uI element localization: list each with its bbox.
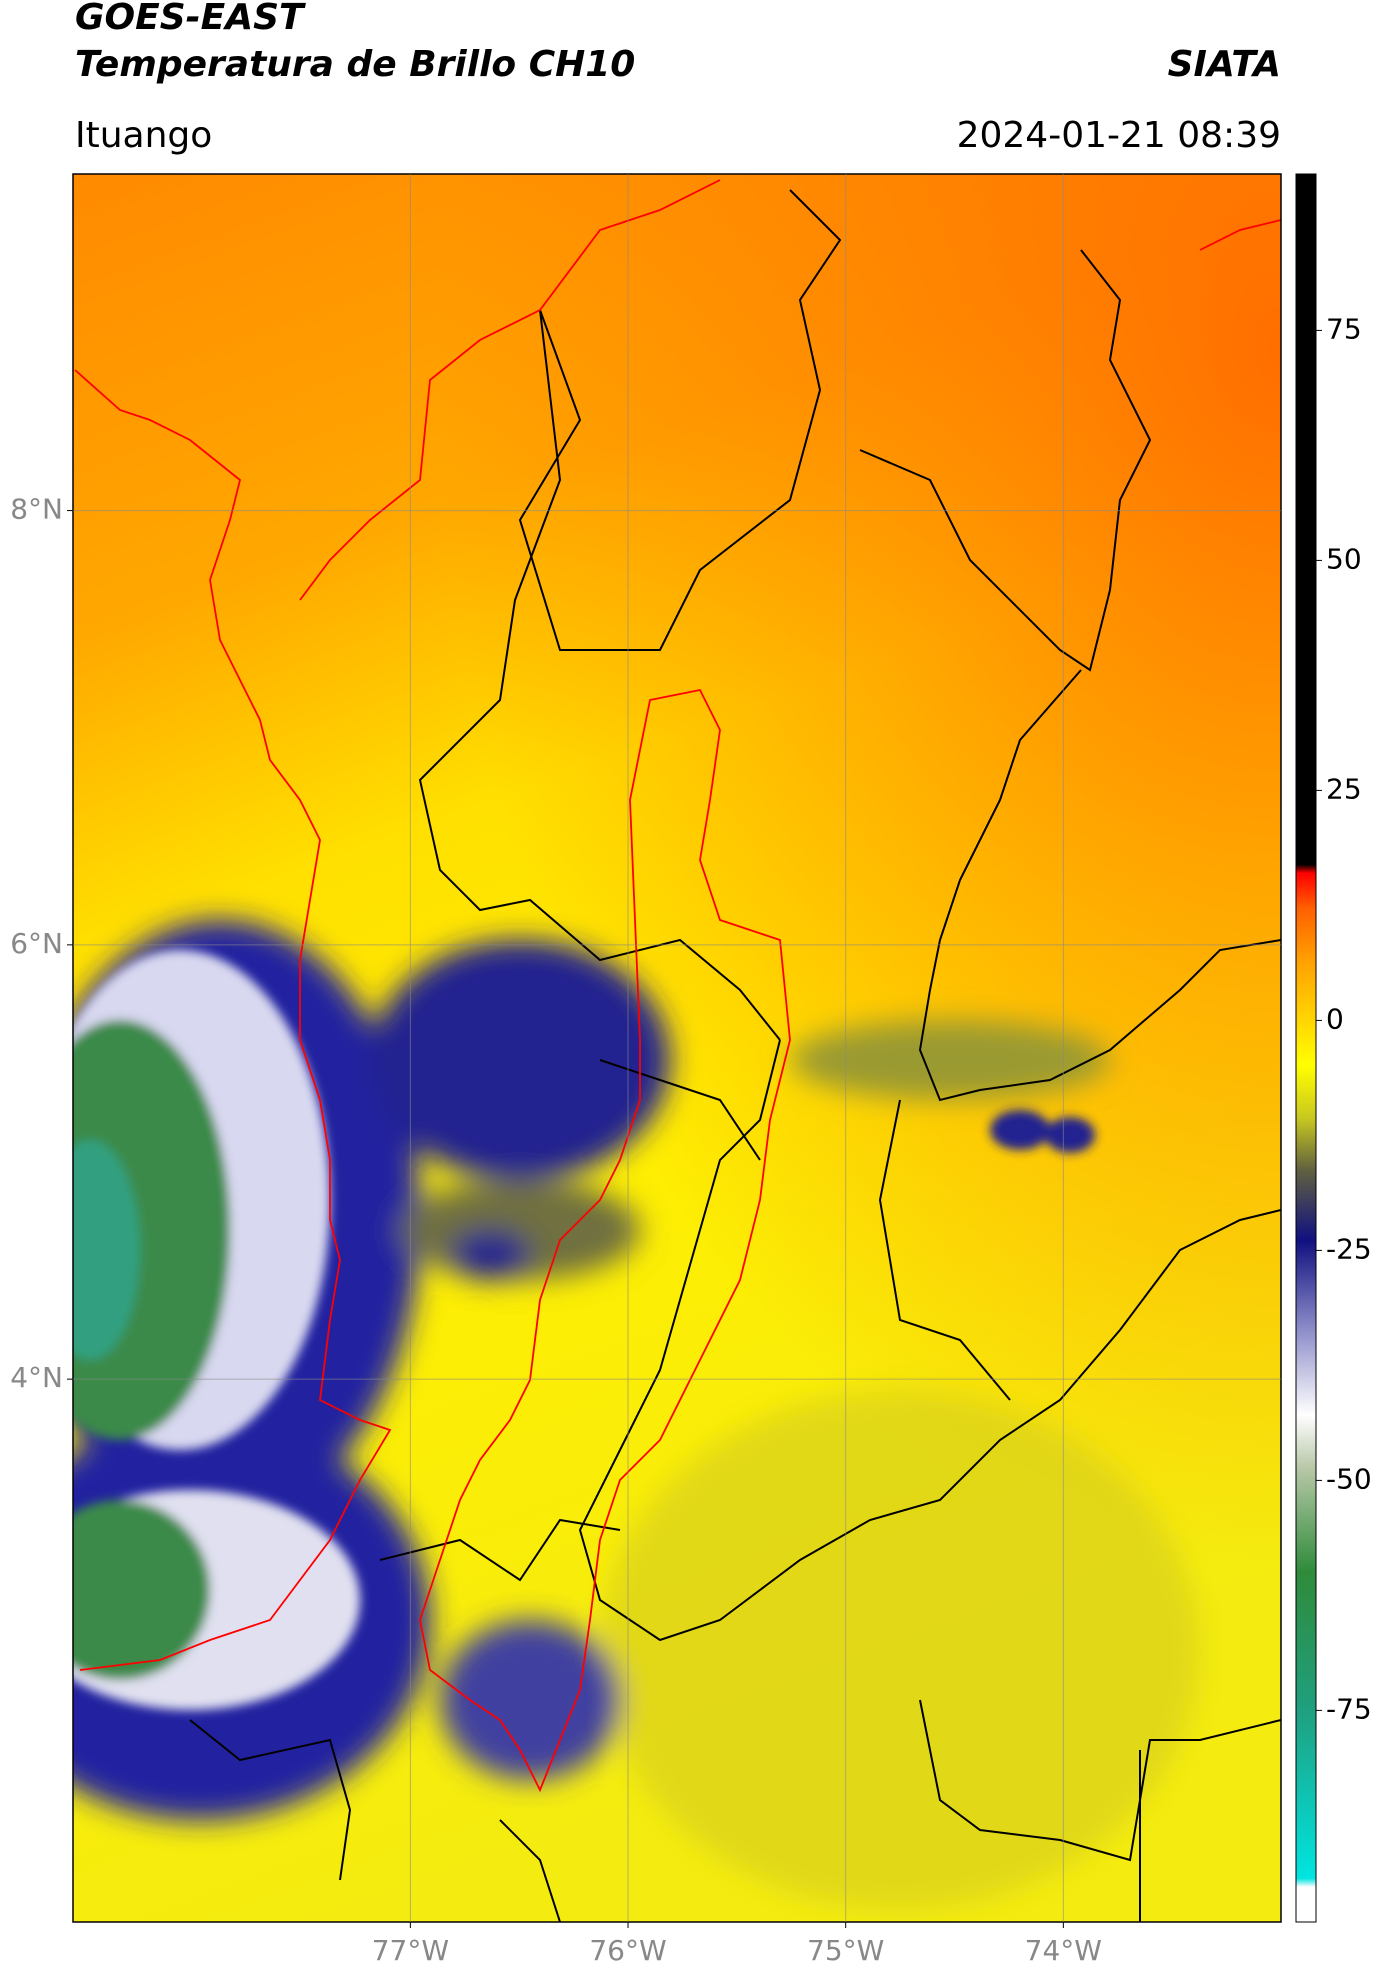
colorbar-tick-label: 75 bbox=[1326, 312, 1362, 345]
y-tick-label: 4°N bbox=[10, 1361, 63, 1394]
map-frame bbox=[72, 173, 1282, 1923]
colorbar-tick-label: -75 bbox=[1326, 1692, 1372, 1725]
organization: SIATA bbox=[1168, 44, 1281, 85]
title: GOES-EAST bbox=[75, 0, 306, 38]
colorbar-tick-label: -50 bbox=[1326, 1462, 1372, 1495]
x-tick-label: 77°W bbox=[372, 1934, 449, 1967]
colorbar bbox=[1295, 173, 1317, 1923]
location: Ituango bbox=[75, 115, 212, 156]
y-tick-label: 8°N bbox=[10, 493, 63, 526]
x-tick-label: 75°W bbox=[807, 1934, 884, 1967]
subtitle: Temperatura de Brillo CH10 bbox=[75, 44, 635, 85]
y-tick-label: 6°N bbox=[10, 927, 63, 960]
colorbar-tick-label: 50 bbox=[1326, 542, 1362, 575]
x-tick-label: 74°W bbox=[1025, 1934, 1102, 1967]
colorbar-tick-label: 25 bbox=[1326, 772, 1362, 805]
colorbar-tick-label: -25 bbox=[1326, 1232, 1372, 1265]
map-image bbox=[73, 174, 1281, 1922]
colorbar-tick-label: 0 bbox=[1326, 1002, 1344, 1035]
x-tick-label: 76°W bbox=[589, 1934, 666, 1967]
datetime: 2024-01-21 08:39 bbox=[957, 115, 1281, 156]
